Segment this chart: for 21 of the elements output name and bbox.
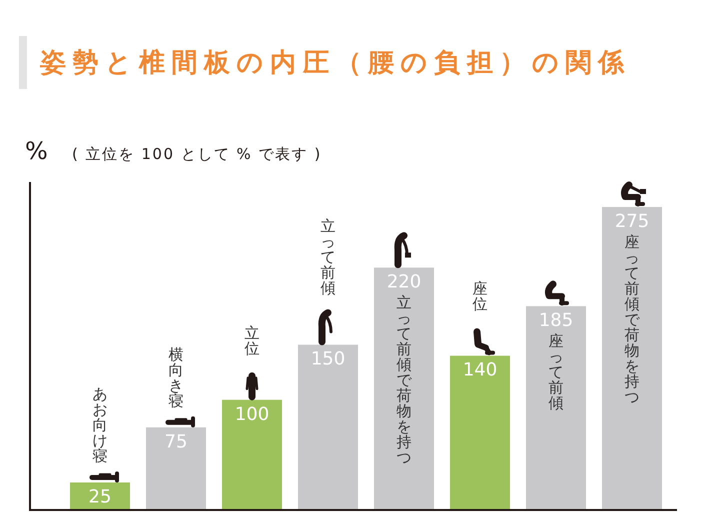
x-tick-label: 座位 bbox=[472, 280, 488, 314]
data-label: 100 bbox=[234, 404, 270, 425]
bar bbox=[602, 207, 662, 510]
y-axis-title: % bbox=[25, 137, 48, 165]
x-tick-label: あお向け寝 bbox=[92, 384, 108, 465]
bar bbox=[450, 356, 510, 510]
data-label: 25 bbox=[88, 486, 112, 508]
x-tick-label: 立位 bbox=[244, 324, 260, 358]
bar bbox=[526, 306, 586, 510]
bar bbox=[146, 427, 206, 510]
chart-subtitle: ( 立位を 100 として % で表す ) bbox=[72, 145, 322, 163]
x-tick-label: 立って前傾 bbox=[320, 217, 336, 298]
bar bbox=[374, 268, 434, 510]
chart-title: 姿勢と椎間板の内圧（腰の負担）の関係 bbox=[39, 48, 631, 78]
bar bbox=[298, 344, 358, 510]
x-tick-label: 横向き寝 bbox=[168, 345, 184, 410]
bar bbox=[222, 400, 282, 510]
data-label: 140 bbox=[462, 360, 498, 381]
category-label: 座って前傾で荷物を持つ bbox=[624, 233, 640, 406]
category-label: 立って前傾で荷物を持つ bbox=[396, 294, 412, 467]
x-tick-label: 座って前傾 bbox=[548, 332, 564, 412]
